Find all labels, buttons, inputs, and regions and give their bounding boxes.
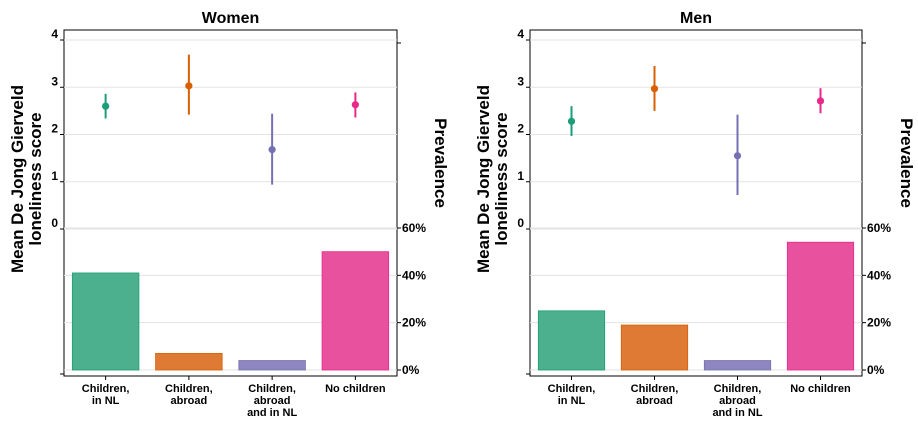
score-tick-label: 3 (517, 74, 524, 88)
category-label: Children, abroad (631, 383, 679, 407)
score-tick-label: 3 (51, 74, 58, 88)
y-axis-title: Mean De Jong Gierveldloneliness score (474, 85, 511, 273)
mean-point (185, 82, 193, 90)
score-tick-label: 0 (517, 216, 524, 230)
category-label: No children (790, 383, 851, 395)
mean-point (567, 117, 576, 125)
prevalence-tick-label: 20% (867, 316, 891, 330)
mean-point (650, 85, 659, 93)
prevalence-bar (238, 360, 306, 371)
y-axis-title: Mean De Jong Gierveldloneliness score (8, 85, 45, 273)
mean-point (351, 101, 359, 109)
category-label: Children, abroad (165, 383, 213, 407)
prevalence-bar (620, 324, 689, 371)
panel-title: Women (202, 10, 259, 27)
prevalence-tick-label: 40% (402, 268, 426, 282)
prevalence-bar (155, 353, 223, 371)
category-label: No children (325, 383, 386, 395)
prevalence-bar (786, 241, 855, 371)
score-tick-label: 4 (51, 27, 58, 41)
prevalence-bar (537, 310, 606, 371)
category-label: Children, in NL (82, 383, 130, 407)
mean-point (102, 102, 110, 110)
prevalence-tick-label: 60% (402, 221, 426, 235)
panel-title: Men (680, 10, 712, 27)
score-tick-label: 1 (517, 169, 524, 183)
category-label: Children, abroad and in NL (712, 383, 762, 419)
mean-point (816, 97, 825, 105)
prevalence-tick-label: 0% (867, 363, 885, 377)
category-label: Children, abroad and in NL (247, 383, 297, 419)
mean-point (733, 152, 742, 160)
score-tick-label: 1 (51, 169, 58, 183)
plot-frame (63, 29, 398, 377)
plot-frame (529, 29, 863, 377)
prevalence-bar (321, 251, 390, 371)
score-tick-label: 4 (517, 27, 524, 41)
score-tick-label: 2 (517, 122, 524, 136)
prevalence-tick-label: 20% (402, 316, 426, 330)
prevalence-tick-label: 60% (867, 221, 891, 235)
y2-axis-title: Prevalence (431, 118, 450, 208)
prevalence-bar (703, 360, 772, 371)
category-label: Children, in NL (548, 383, 596, 407)
prevalence-tick-label: 40% (867, 268, 891, 282)
y2-axis-title: Prevalence (897, 118, 916, 208)
score-tick-label: 2 (51, 122, 58, 136)
score-tick-label: 0 (51, 216, 58, 230)
mean-point (268, 146, 276, 154)
prevalence-bar (71, 272, 140, 371)
prevalence-tick-label: 0% (402, 363, 420, 377)
